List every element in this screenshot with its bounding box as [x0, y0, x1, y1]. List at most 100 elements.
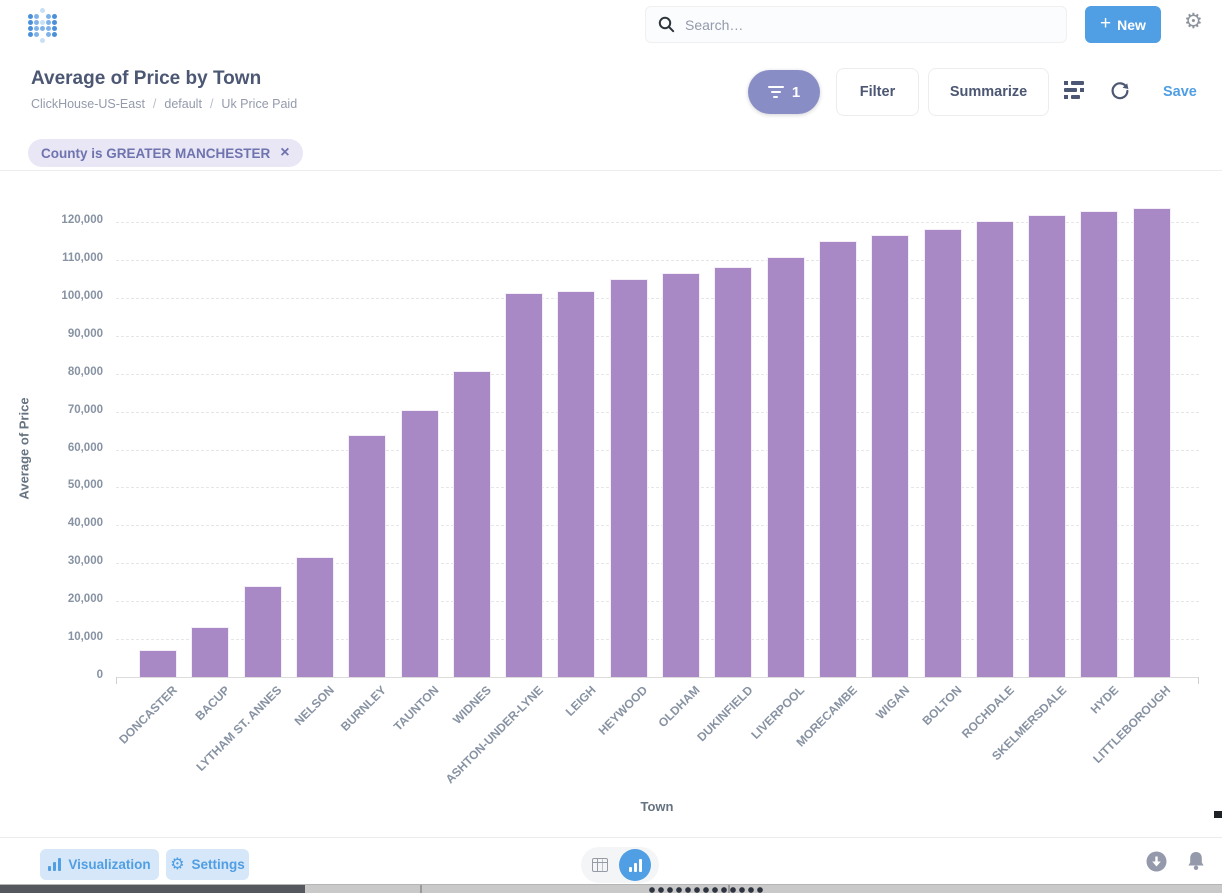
- bar-doncaster[interactable]: [139, 650, 177, 677]
- axis-end-tick: [1198, 677, 1199, 684]
- bar-widnes[interactable]: [452, 371, 491, 677]
- axis-end-tick: [116, 677, 117, 684]
- metabase-logo-icon[interactable]: [28, 8, 60, 43]
- bar-skelmersdale[interactable]: [1028, 214, 1067, 677]
- gear-icon[interactable]: ⚙: [1184, 10, 1203, 33]
- gridline: [116, 297, 1199, 299]
- bar-liverpool[interactable]: [766, 256, 805, 677]
- chart-view-icon[interactable]: [619, 849, 651, 881]
- bar-wigan[interactable]: [871, 234, 910, 677]
- gridline: [116, 487, 1199, 489]
- gridline: [116, 639, 1199, 641]
- bar-leigh[interactable]: [557, 291, 596, 677]
- gridline: [116, 259, 1199, 261]
- x-tick-label: ASHTON-UNDER-LYNE: [442, 683, 547, 787]
- filter-count: 1: [791, 83, 801, 101]
- bar-bacup[interactable]: [191, 626, 230, 677]
- y-tick-label: 70,000: [67, 403, 103, 416]
- refresh-icon[interactable]: [1109, 80, 1131, 102]
- x-tick-label: OLDHAM: [655, 683, 703, 731]
- x-axis-line: [116, 677, 1199, 678]
- x-tick-label: HYDE: [1087, 683, 1122, 717]
- y-tick-label: 120,000: [61, 214, 103, 226]
- x-tick-label: ROCHDALE: [958, 683, 1017, 741]
- gear-icon: ⚙: [170, 855, 185, 873]
- filter-button[interactable]: Filter: [836, 68, 919, 116]
- x-tick-label: BOLTON: [919, 683, 965, 728]
- y-tick-label: 50,000: [67, 479, 103, 492]
- bar-ashton-under-lyne[interactable]: [505, 292, 544, 677]
- y-tick-label: 20,000: [67, 593, 103, 606]
- table-view-icon[interactable]: [581, 858, 619, 872]
- bar-taunton[interactable]: [400, 410, 439, 677]
- notebook-editor-icon[interactable]: [1064, 81, 1086, 101]
- breadcrumb-separator: /: [152, 97, 157, 111]
- bar-hyde[interactable]: [1080, 211, 1119, 677]
- gridline: [116, 563, 1199, 565]
- x-tick-label: NELSON: [291, 683, 337, 729]
- footer-bar: Visualization ⚙ Settings: [0, 837, 1222, 884]
- app-header: + New ⚙: [0, 0, 1222, 50]
- new-button-label: New: [1117, 16, 1146, 33]
- breadcrumb-schema[interactable]: default: [164, 97, 202, 111]
- bar-littleborough[interactable]: [1132, 207, 1171, 677]
- close-icon[interactable]: ×: [280, 144, 290, 161]
- x-tick-label: BACUP: [192, 683, 233, 724]
- summarize-button[interactable]: Summarize: [928, 68, 1049, 116]
- y-tick-label: 0: [96, 669, 103, 681]
- gridline: [116, 525, 1199, 527]
- new-button[interactable]: + New: [1085, 6, 1161, 43]
- x-tick-label: BURNLEY: [338, 683, 390, 734]
- gridline: [116, 222, 1199, 223]
- y-tick-label: 90,000: [67, 327, 103, 340]
- gridline: [116, 449, 1199, 451]
- background-window-fragment: [1214, 811, 1222, 818]
- bell-icon[interactable]: [1186, 850, 1206, 872]
- breadcrumb-table[interactable]: Uk Price Paid: [221, 97, 298, 111]
- search-input[interactable]: [685, 16, 1054, 33]
- funnel-icon: [767, 85, 784, 99]
- bar-bolton[interactable]: [923, 228, 962, 677]
- x-tick-label: WIDNES: [449, 683, 494, 727]
- bar-heywood[interactable]: [609, 279, 648, 677]
- save-button[interactable]: Save: [1163, 84, 1197, 100]
- breadcrumb-separator: /: [209, 97, 214, 111]
- visualization-button[interactable]: Visualization: [40, 849, 159, 880]
- y-tick-label: 100,000: [61, 289, 103, 302]
- bar-dukinfield[interactable]: [714, 266, 753, 677]
- bar-morecambe[interactable]: [818, 241, 857, 677]
- download-icon[interactable]: [1146, 851, 1167, 872]
- x-tick-label: HEYWOOD: [595, 683, 651, 738]
- filter-chip-label: County is GREATER MANCHESTER: [41, 145, 271, 161]
- x-tick-label: DUKINFIELD: [693, 683, 756, 745]
- breadcrumb-database[interactable]: ClickHouse-US-East: [31, 97, 145, 111]
- y-tick-label: 60,000: [67, 441, 103, 454]
- dots-row: [648, 886, 766, 893]
- search-icon: [658, 16, 675, 33]
- y-tick-label: 10,000: [67, 631, 103, 644]
- x-tick-label: WIGAN: [872, 683, 913, 723]
- x-tick-label: TAUNTON: [390, 683, 442, 734]
- bar-burnley[interactable]: [348, 434, 387, 677]
- bar-lytham-st-annes[interactable]: [243, 586, 282, 677]
- bar-oldham[interactable]: [662, 273, 700, 677]
- breadcrumb: ClickHouse-US-East / default / Uk Price …: [31, 97, 297, 111]
- visualization-label: Visualization: [68, 857, 151, 872]
- bar-chart: Average of Price Town 0 10,000 20,000 30,00…: [0, 171, 1222, 837]
- y-tick-label: 40,000: [67, 517, 103, 530]
- gridline: [116, 373, 1199, 375]
- gridline: [116, 411, 1199, 413]
- y-tick-label: 80,000: [67, 365, 103, 378]
- x-tick-label: LEIGH: [562, 683, 599, 719]
- gridline: [116, 335, 1199, 337]
- filter-chip-county[interactable]: County is GREATER MANCHESTER ×: [28, 139, 303, 167]
- x-axis-title: Town: [640, 799, 674, 814]
- search-bar[interactable]: [645, 6, 1067, 43]
- bar-rochdale[interactable]: [975, 221, 1014, 677]
- settings-button[interactable]: ⚙ Settings: [166, 849, 249, 880]
- x-tick-label: DONCASTER: [116, 683, 180, 747]
- filter-chip-row: County is GREATER MANCHESTER ×: [0, 131, 1222, 171]
- bar-nelson[interactable]: [295, 556, 334, 677]
- filter-count-pill[interactable]: 1: [748, 70, 820, 114]
